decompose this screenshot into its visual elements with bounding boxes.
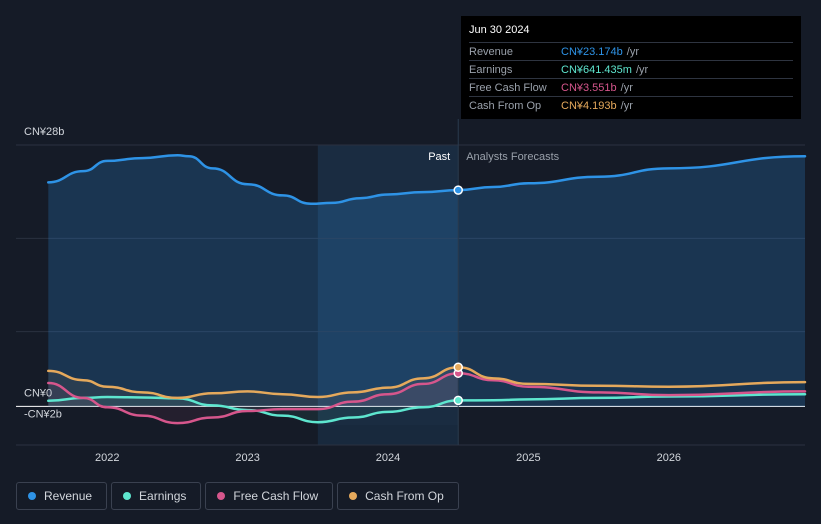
legend-dot-icon	[123, 492, 132, 500]
free-cash-flow-line	[47, 371, 807, 425]
hover-markers	[453, 185, 463, 406]
x-axis-label: 2026	[657, 452, 681, 464]
legend-label: Free Cash Flow	[233, 489, 319, 503]
tooltip-value: CN¥641.435m	[561, 63, 632, 76]
tooltip-unit: /yr	[620, 99, 633, 112]
tooltip-value: CN¥4.193b	[561, 99, 617, 112]
earnings-line	[47, 392, 807, 424]
tooltip-value: CN¥23.174b	[561, 45, 623, 58]
tooltip-date: Jun 30 2024	[469, 24, 530, 36]
revenue-line	[47, 154, 807, 206]
legend-item-revenue[interactable]: Revenue	[16, 482, 108, 510]
x-axis-label: 2022	[95, 452, 119, 464]
chart-canvas: CN¥28b CN¥0 -CN¥2b 2022 2023 2024 2025 2026 Pa…	[16, 119, 807, 464]
earnings-marker	[453, 395, 463, 406]
tooltip-row-free-cash-flow: Free Cash Flow CN¥3.551b /yr	[469, 78, 793, 96]
legend-label: Revenue	[44, 489, 93, 503]
legend-item-cash-from-op[interactable]: Cash From Op	[337, 482, 459, 510]
tooltip-row-cash-from-op: Cash From Op CN¥4.193b /yr	[469, 96, 793, 114]
tooltip-label: Free Cash Flow	[469, 81, 547, 94]
tooltip-label: Earnings	[469, 63, 513, 76]
legend-dot-icon	[217, 492, 226, 500]
y-axis-label: -CN¥2b	[24, 408, 62, 420]
revenue-area	[48, 155, 805, 407]
cash-from-op-marker	[453, 362, 463, 372]
legend-dot-icon	[28, 492, 36, 500]
legend-item-earnings[interactable]: Earnings	[111, 482, 202, 510]
tooltip-label: Cash From Op	[469, 99, 542, 112]
tooltip-unit: /yr	[620, 81, 633, 94]
legend: Revenue Earnings Free Cash Flow Cash Fro…	[16, 482, 459, 510]
forecast-label: Analysts Forecasts	[466, 151, 559, 163]
tooltip-unit: /yr	[635, 63, 649, 76]
x-axis-label: 2025	[516, 452, 540, 464]
y-axis-label: CN¥28b	[24, 126, 64, 138]
free-cash-flow-area	[48, 373, 459, 424]
x-axis-labels: 2022 2023 2024 2025 2026	[95, 452, 681, 464]
legend-label: Cash From Op	[365, 489, 444, 503]
tooltip-label: Revenue	[469, 45, 514, 58]
y-axis-labels: CN¥28b CN¥0 -CN¥2b	[24, 126, 64, 420]
legend-dot-icon	[349, 492, 358, 500]
tooltip-row-revenue: Revenue CN¥23.174b /yr	[469, 42, 793, 60]
legend-label: Earnings	[139, 489, 187, 503]
legend-item-free-cash-flow[interactable]: Free Cash Flow	[205, 482, 334, 510]
gridlines	[16, 144, 805, 446]
x-axis-label: 2024	[376, 452, 400, 464]
tooltip-value: CN¥3.551b	[561, 81, 617, 94]
revenue-marker	[453, 185, 463, 195]
past-label: Past	[428, 151, 450, 163]
tooltip: Jun 30 2024 Revenue CN¥23.174b /yr Earni…	[461, 16, 801, 119]
y-axis-label: CN¥0	[24, 387, 52, 399]
tooltip-unit: /yr	[626, 45, 640, 58]
tooltip-row-earnings: Earnings CN¥641.435m /yr	[469, 60, 793, 78]
x-axis-label: 2023	[235, 452, 259, 464]
cash-from-op-line	[47, 365, 807, 400]
series-lines	[47, 154, 807, 425]
